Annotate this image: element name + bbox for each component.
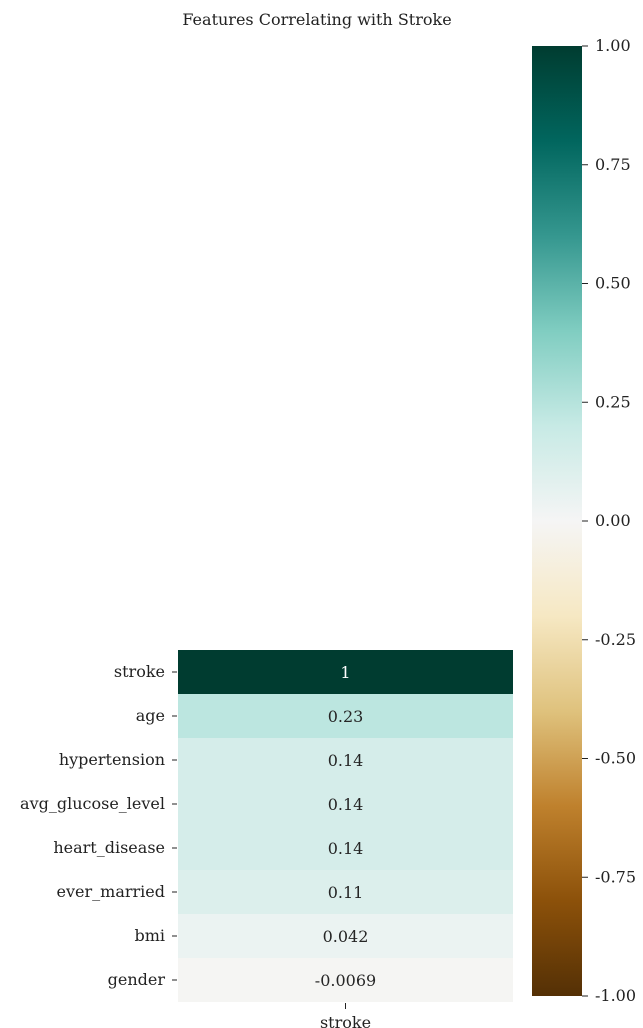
colorbar-tick-label: -0.25 [595,630,636,649]
colorbar-tick-label: -0.75 [595,867,636,886]
colorbar-tick-label: 0.00 [595,511,631,530]
colorbar-tick-label: 1.00 [595,36,631,55]
cell-value-avg_glucose_level: 0.14 [328,795,364,814]
heatmap-cell-hypertension [178,738,513,782]
colorbar [532,46,582,996]
y-tick-label-heart_disease: heart_disease [53,838,165,857]
colorbar-tick-label: 0.75 [595,155,631,174]
y-tick-label-ever_married: ever_married [57,882,165,901]
colorbar-tick-label: -1.00 [595,986,636,1005]
heatmap-cell-age [178,694,513,738]
chart-title: Features Correlating with Stroke [182,10,451,29]
heatmap-cell-ever_married [178,870,513,914]
cell-value-ever_married: 0.11 [328,883,364,902]
y-tick-label-gender: gender [108,970,166,989]
y-tick-label-hypertension: hypertension [59,750,165,769]
cell-value-stroke: 1 [340,663,350,682]
y-tick-label-bmi: bmi [134,926,165,945]
x-tick-label: stroke [320,1013,371,1028]
heatmap-cell-avg_glucose_level [178,782,513,826]
heatmap-cell-heart_disease [178,826,513,870]
colorbar-tick-label: 0.25 [595,392,631,411]
y-tick-label-avg_glucose_level: avg_glucose_level [20,794,165,813]
cell-value-gender: -0.0069 [315,971,376,990]
heatmap-cell-bmi [178,914,513,958]
heatmap-cell-gender [178,958,513,1002]
cell-value-heart_disease: 0.14 [328,839,364,858]
cell-value-age: 0.23 [328,707,364,726]
y-tick-label-stroke: stroke [114,662,165,681]
cell-value-hypertension: 0.14 [328,751,364,770]
y-tick-label-age: age [136,706,165,725]
cell-value-bmi: 0.042 [323,927,369,946]
colorbar-tick-label: 0.50 [595,274,631,293]
colorbar-tick-label: -0.50 [595,749,636,768]
heatmap-cell-stroke [178,650,513,694]
